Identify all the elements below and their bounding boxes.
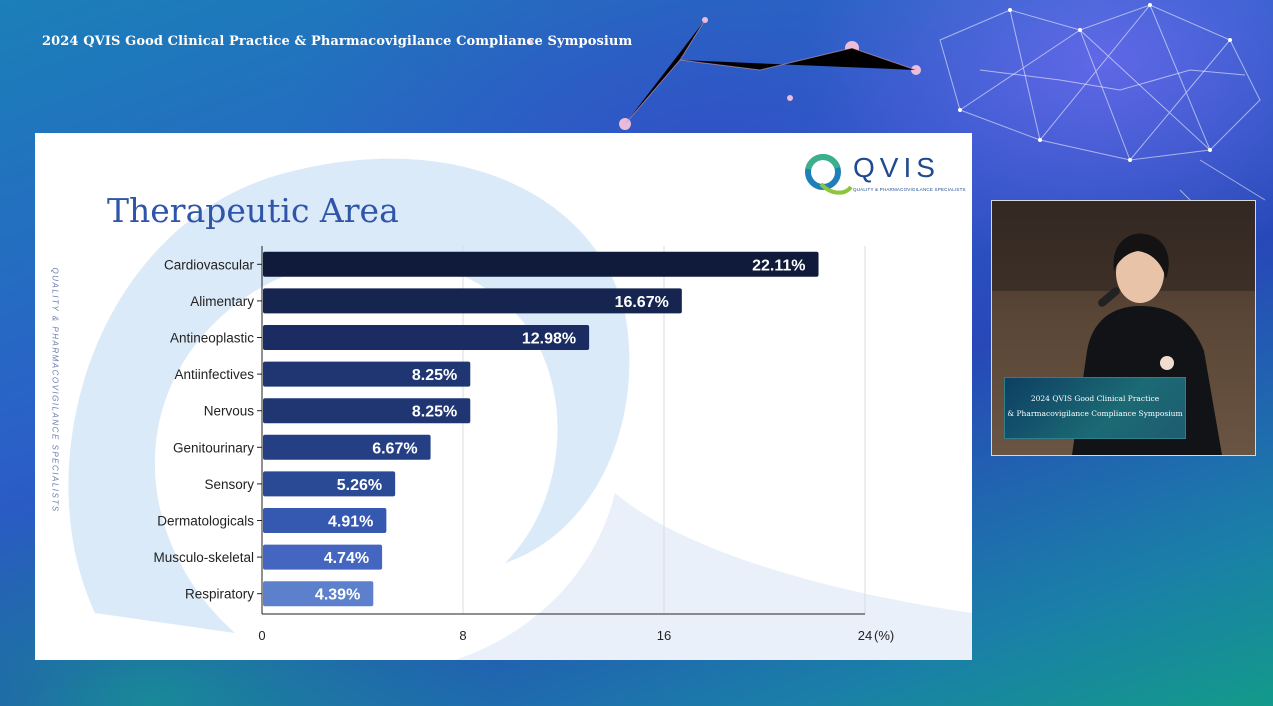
bar [263,251,819,277]
bar-value-label: 12.98% [522,331,576,348]
bar-value-label: 22.11% [752,257,805,274]
bar [263,581,374,607]
slide-title: Therapeutic Area [107,191,399,230]
x-tick-label: 8 [459,628,466,643]
bar-value-label: 16.67% [615,294,669,311]
logo-tagline: QUALITY & PHARMACOVIGILANCE SPECIALISTS [853,187,966,192]
bar [263,398,471,424]
bar-value-label: 6.67% [372,440,417,457]
event-title: 2024 QVIS Good Clinical Practice & Pharm… [42,34,633,49]
podium-line-2: & Pharmacovigilance Compliance Symposium [1007,409,1183,418]
slide-swirl-decoration [68,158,972,660]
category-label: Sensory [204,477,254,492]
x-axis-unit: (%) [874,628,894,643]
bar [263,471,396,497]
qvis-logo: QVIS QUALITY & PHARMACOVIGILANCE SPECIAL… [801,151,966,199]
category-label: Dermatologicals [157,514,254,529]
bar-value-label: 4.39% [315,587,360,604]
bar [263,544,383,570]
category-label: Genitourinary [173,440,254,455]
podium-sign: 2024 QVIS Good Clinical Practice & Pharm… [1004,377,1186,439]
category-label: Alimentary [190,294,254,309]
category-label: Respiratory [185,587,254,602]
bar-value-label: 8.25% [412,404,457,421]
presentation-slide: QUALITY & PHARMACOVIGILANCE SPECIALISTS … [35,133,972,660]
qvis-logo-icon [805,154,853,195]
therapeutic-area-bar-chart: Cardiovascular 22.11% Alimentary 16.67% Anti… [153,246,894,643]
bar-value-label: 4.91% [328,514,373,531]
category-label: Cardiovascular [164,257,255,272]
x-tick-label: 24 [858,628,872,643]
logo-wordmark: QVIS [853,152,940,183]
speaker-video-inset: 2024 QVIS Good Clinical Practice & Pharm… [991,200,1256,456]
bar-value-label: 5.26% [337,477,382,494]
bar-value-label: 8.25% [412,367,457,384]
bar [263,508,387,533]
category-label: Antineoplastic [170,331,254,346]
category-label: Nervous [204,404,255,419]
bar [263,361,471,387]
category-label: Antiinfectives [174,367,254,382]
x-tick-label: 0 [258,628,265,643]
bar-value-label: 4.74% [324,550,369,567]
category-label: Musculo-skeletal [153,550,254,565]
bar [263,434,431,460]
bar [263,325,590,350]
x-tick-label: 16 [657,628,671,643]
podium-line-1: 2024 QVIS Good Clinical Practice [1030,394,1160,403]
bar [263,288,682,314]
